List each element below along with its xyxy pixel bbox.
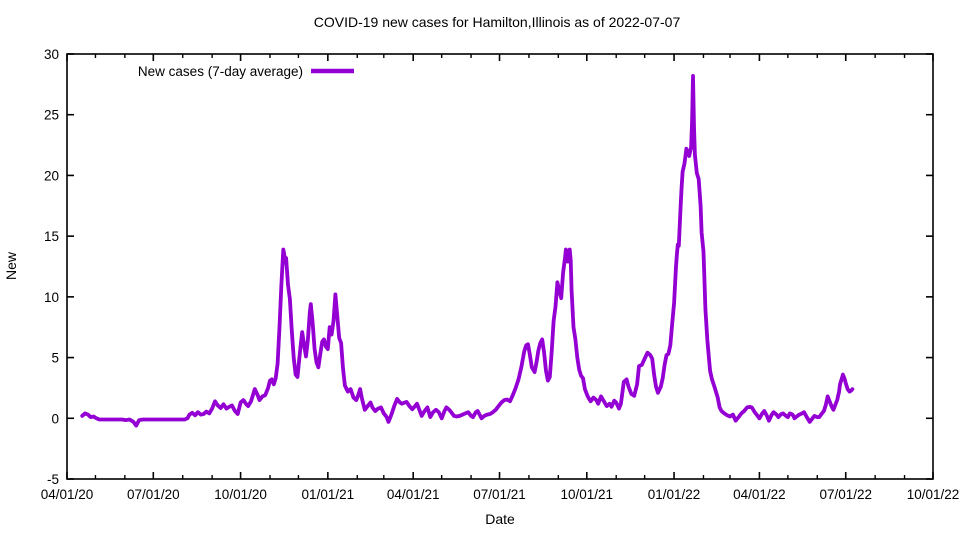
- x-tick-label: 01/01/21: [302, 487, 355, 502]
- x-tick-label: 07/01/20: [127, 487, 180, 502]
- x-tick-label: 10/01/21: [561, 487, 614, 502]
- x-tick-label: 04/01/20: [41, 487, 94, 502]
- chart-title: COVID-19 new cases for Hamilton,Illinois…: [314, 14, 681, 30]
- legend: New cases (7-day average): [138, 64, 354, 79]
- legend-label: New cases (7-day average): [138, 64, 303, 79]
- new-cases-line: [80, 74, 855, 428]
- x-tick-label: 04/01/21: [387, 487, 440, 502]
- axis-tick-labels: -5 0 5 10 15 20 25 30 04/01/20 07/01/20 10/01/20 01…: [41, 47, 960, 502]
- y-tick-label: -5: [47, 472, 59, 487]
- x-tick-label: 10/01/22: [907, 487, 960, 502]
- y-tick-label: 25: [44, 108, 59, 123]
- y-tick-label: 0: [51, 411, 59, 426]
- axis-ticks: [66, 53, 934, 480]
- data-series: [80, 74, 855, 428]
- y-tick-label: 10: [44, 290, 59, 305]
- x-tick-label: 04/01/22: [733, 487, 786, 502]
- y-tick-label: 5: [51, 351, 59, 366]
- y-axis-label: New: [3, 251, 19, 280]
- x-tick-label: 07/01/21: [473, 487, 526, 502]
- x-axis-label: Date: [485, 511, 515, 527]
- x-tick-label: 07/01/22: [819, 487, 872, 502]
- x-tick-label: 01/01/22: [648, 487, 701, 502]
- y-tick-label: 15: [44, 229, 59, 244]
- y-tick-label: 30: [44, 47, 59, 62]
- y-tick-label: 20: [44, 168, 59, 183]
- x-tick-label: 10/01/20: [214, 487, 267, 502]
